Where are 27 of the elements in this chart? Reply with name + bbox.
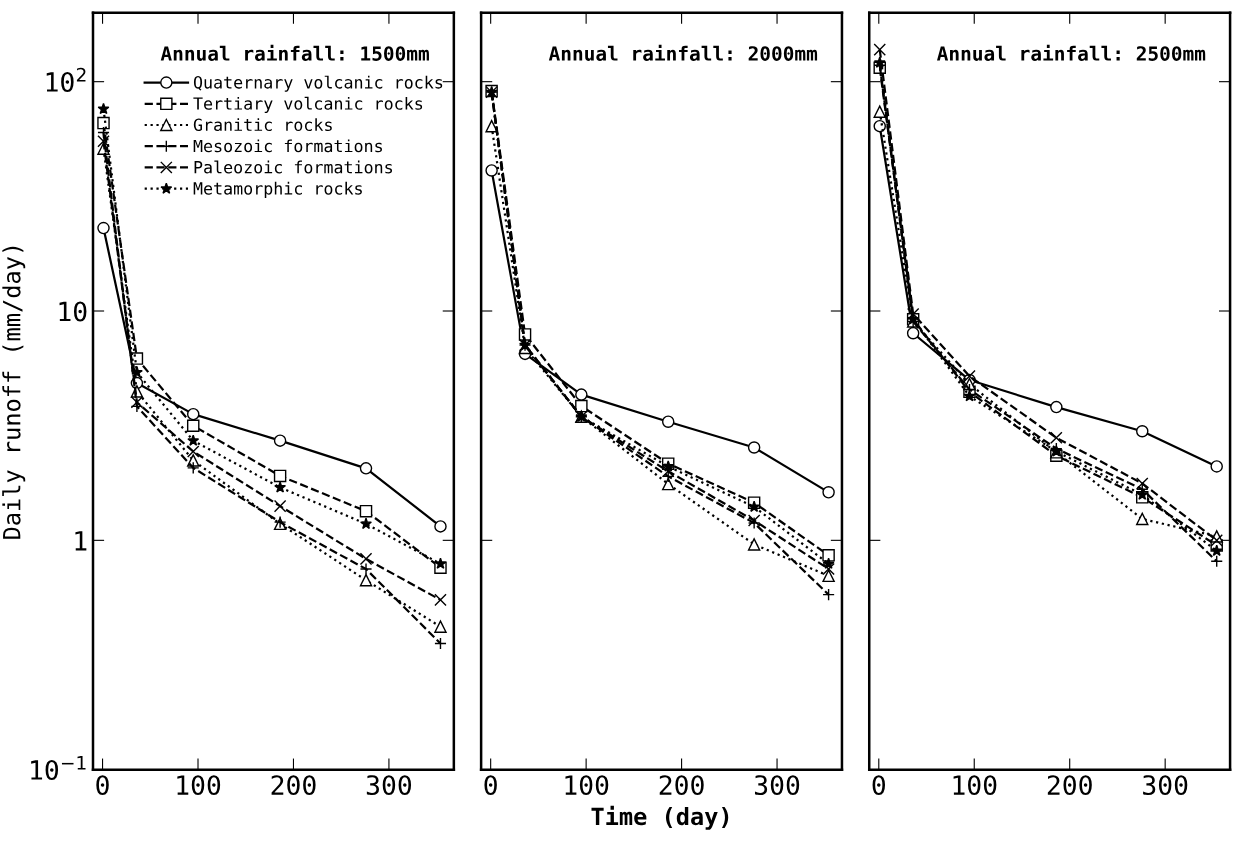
x-tick-label: 300 [754, 775, 800, 796]
x-tick-label: 0 [484, 775, 497, 796]
x-tick-label: 300 [366, 775, 412, 796]
y-tick-label: 10$^{−1}$ [31, 756, 86, 780]
x-tick-label: 0 [872, 775, 886, 796]
x-tick-label: 300 [1143, 775, 1188, 796]
y-tick-label: 10 [59, 301, 87, 322]
x-axis-title: Time (day) [591, 805, 729, 830]
legend-label: Granitic rocks [193, 118, 332, 132]
y-tick-label: 1 [75, 531, 87, 551]
x-tick-label: 100 [177, 775, 221, 796]
text: Annual rainfall: 2000mm [548, 44, 818, 61]
legend-label: Mesozoic formations [193, 139, 382, 153]
x-tick-label: 0 [96, 775, 109, 796]
text: Annual rainfall: 1500mm [160, 44, 429, 61]
x-tick-label: 200 [1047, 775, 1092, 796]
legend-label: Paleozoic formations [194, 160, 393, 174]
legend-label: Quaternary volcanic rocks [193, 75, 443, 92]
x-tick-label: 100 [953, 775, 997, 796]
x-tick-label: 200 [271, 775, 316, 796]
x-tick-label: 200 [659, 775, 704, 796]
text: Annual rainfall: 2500mm [937, 44, 1206, 61]
legend-label: Metamorphic rocks [193, 181, 362, 198]
legend-label: Tertiary volcanic rocks [193, 96, 423, 114]
y-axis-title: Daily runoff (mm/day) [2, 246, 26, 539]
x-tick-label: 100 [565, 775, 609, 796]
y-tick-label: 10$^{2}$ [46, 67, 86, 92]
